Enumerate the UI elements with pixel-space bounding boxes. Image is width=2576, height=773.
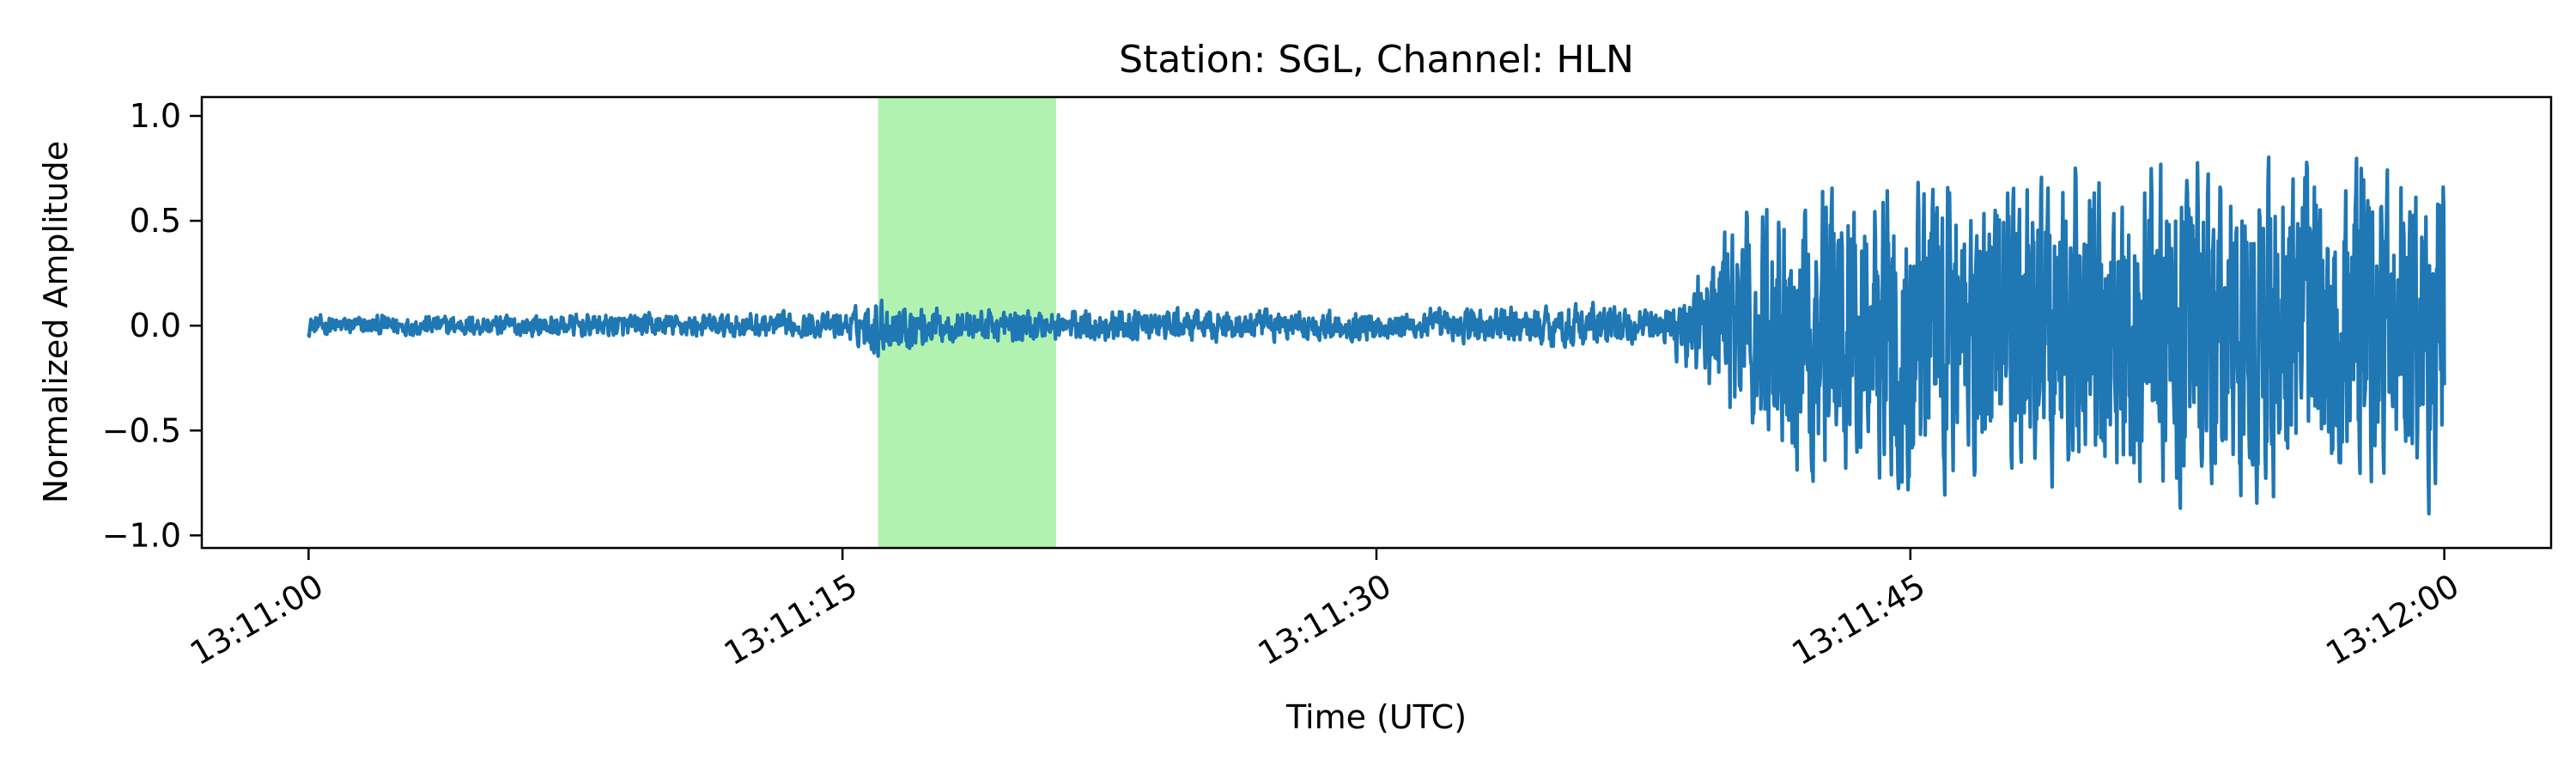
x-axis-label: Time (UTC) xyxy=(1285,698,1467,736)
y-tick-label: −1.0 xyxy=(102,516,181,554)
chart-title: Station: SGL, Channel: HLN xyxy=(1119,38,1634,82)
y-tick-label: 0.0 xyxy=(130,307,181,344)
plot-area xyxy=(200,95,2553,550)
y-tick-label: 1.0 xyxy=(130,97,181,135)
y-axis-label: Normalized Amplitude xyxy=(37,141,75,503)
y-tick-label: 0.5 xyxy=(130,202,181,240)
y-axis-ticks: −1.0 −0.5 0.0 0.5 1.0 xyxy=(102,97,202,554)
waveform-series-line xyxy=(307,155,2446,516)
y-tick-label: −0.5 xyxy=(102,411,181,449)
